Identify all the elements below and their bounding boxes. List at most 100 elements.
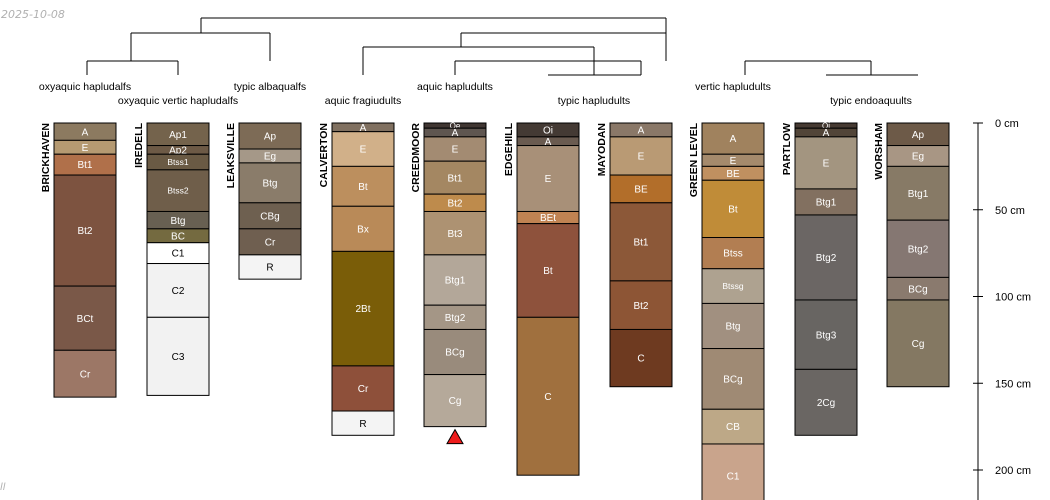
horizon-label: Bt2 (447, 198, 462, 209)
horizon (701, 302, 765, 350)
group-label: vertic hapludults (695, 81, 771, 93)
group-label: aquic fragiudults (325, 95, 401, 107)
horizon-label: Cg (912, 339, 925, 350)
horizon-label: Btg2 (445, 313, 466, 324)
horizon-label: E (545, 174, 552, 185)
horizon-label: C1 (727, 472, 740, 483)
horizon-label: E (82, 143, 89, 154)
horizon-label: Btg2 (816, 253, 837, 264)
horizon-label: Btssg (722, 281, 744, 291)
profile-name: WORSHAM (873, 123, 885, 180)
horizon (146, 263, 210, 318)
horizon (238, 254, 302, 280)
horizon (53, 349, 117, 398)
horizon (516, 223, 580, 318)
profile-name: CREEDMOOR (410, 123, 422, 193)
horizon-label: BCt (77, 314, 94, 325)
horizon (794, 368, 858, 436)
horizon-label: BCg (445, 348, 464, 359)
horizon (609, 280, 673, 330)
horizon-label: C2 (172, 286, 185, 297)
horizon (886, 299, 950, 388)
horizon (238, 122, 302, 150)
horizon (146, 316, 210, 396)
horizon (423, 210, 487, 256)
horizon-label: E (452, 145, 459, 156)
group-label: oxyaquic vertic hapludalfs (118, 95, 238, 107)
horizon (701, 443, 765, 500)
horizon-label: Bt (543, 266, 553, 277)
group-label: typic endoaquults (830, 95, 912, 107)
horizon-label: Cr (358, 384, 369, 395)
horizon-label: Btg1 (445, 276, 466, 287)
horizon (423, 374, 487, 428)
horizon (331, 250, 395, 367)
soil-profile: LEAKSVILLE Ap Eg Btg CBg Cr R (225, 122, 302, 280)
horizon (701, 268, 765, 304)
soil-profile: EDGEHILL OiA E BEt Bt C (503, 122, 580, 476)
horizon-label: Bt2 (633, 301, 648, 312)
horizon (331, 165, 395, 207)
soil-profile: BRICKHAVEN AE Bt1 Bt2 BCt Cr (40, 122, 117, 398)
horizon-label: 2Bt (355, 304, 370, 315)
corner-mark: ll (0, 482, 6, 493)
horizon-label: 2Cg (817, 398, 835, 409)
horizon-label: Btg (725, 322, 740, 333)
horizon (423, 136, 487, 162)
horizon-label: BE (634, 185, 648, 196)
horizon-label: CB (726, 422, 740, 433)
horizon (423, 304, 487, 330)
horizon-label: C3 (172, 352, 185, 363)
horizon-label: BC (171, 231, 185, 242)
horizon-label: E (730, 156, 737, 167)
horizon-label: Cr (265, 237, 276, 248)
soil-profile: CALVERTON AE Bt Bx 2Bt Cr R (318, 122, 395, 436)
horizon-label: A (452, 128, 459, 139)
horizon (238, 162, 302, 204)
horizon-label: R (266, 263, 273, 274)
horizon-label: Bx (357, 224, 369, 235)
profile-name: GREEN LEVEL (688, 122, 700, 197)
date-stamp: 2025-10-08 (1, 8, 65, 21)
soil-profile: GREEN LEVEL AE BE Bt Btss Btssg Btg BCg CB C1 (688, 122, 765, 500)
horizon-label: Cr (80, 369, 91, 380)
bottom-marker-triangle (446, 428, 464, 445)
horizon-label: Oi (543, 126, 553, 137)
depth-tick-label: 150 cm (995, 378, 1031, 390)
horizon (609, 174, 673, 204)
soil-profile: PARTLOW OiA E Btg1 Btg2 Btg3 2Cg (781, 121, 858, 436)
depth-tick-label: 50 cm (995, 205, 1025, 217)
horizon (331, 365, 395, 412)
horizon (238, 202, 302, 230)
horizon (423, 328, 487, 376)
horizon-label: Bt1 (77, 160, 92, 171)
horizon (701, 348, 765, 410)
horizon-label: A (545, 137, 552, 148)
profile-name: PARTLOW (781, 123, 793, 175)
horizon-label: Eg (264, 152, 276, 163)
horizon-label: Bt (358, 182, 368, 193)
horizon-label: A (730, 134, 737, 145)
profile-name: CALVERTON (318, 123, 330, 187)
horizon (516, 316, 580, 476)
horizon-label: BCg (908, 284, 927, 295)
soil-profile: WORSHAM Ap Eg Btg1 Btg2 BCg Cg (873, 122, 950, 388)
horizon (886, 219, 950, 278)
horizon-label: Ap (912, 130, 925, 141)
horizon-label: Btss1 (167, 157, 189, 167)
horizon-label: Cg (449, 396, 462, 407)
soil-profile: MAYODAN A E BE Bt1 Bt2 C (596, 122, 673, 388)
horizon (423, 254, 487, 306)
horizon-label: E (360, 145, 367, 156)
group-label: typic albaqualfs (234, 81, 306, 93)
horizon-label: Btss2 (167, 186, 189, 196)
horizon-label: BEt (540, 213, 556, 224)
horizon-label: Ap (264, 132, 277, 143)
horizon (609, 328, 673, 388)
horizon (53, 174, 117, 287)
horizon-label: Btg (262, 178, 277, 189)
horizon-label: C (544, 392, 551, 403)
depth-axis: 0 cm 50 cm 100 cm 150 cm 200 cm (973, 118, 1031, 500)
